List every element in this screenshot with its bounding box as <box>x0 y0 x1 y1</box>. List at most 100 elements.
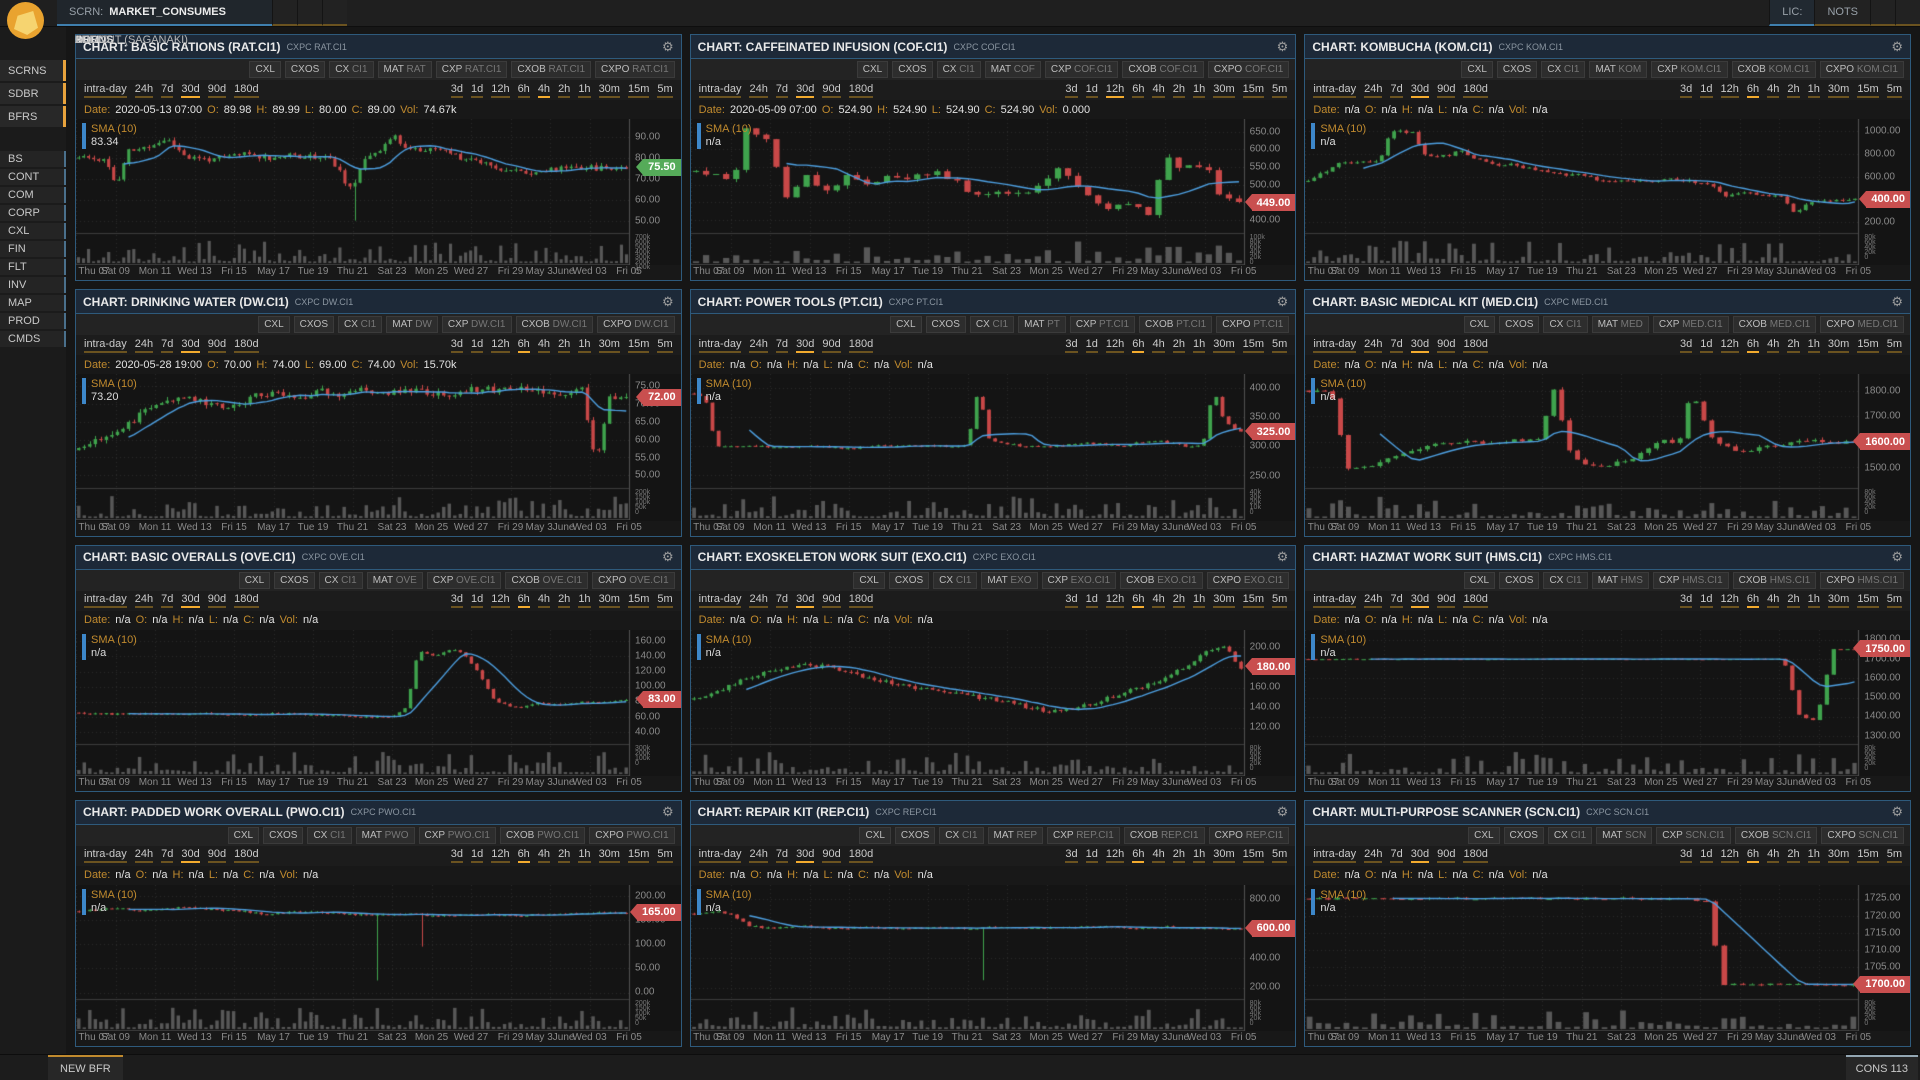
interval-5m[interactable]: 5m <box>657 848 673 864</box>
range-30d[interactable]: 30d <box>1410 83 1430 98</box>
gear-icon[interactable]: ⚙ <box>1276 804 1289 820</box>
cmd-button-cx-ci1[interactable]: CX CI1 <box>969 316 1015 334</box>
interval-6h[interactable]: 6h <box>1746 848 1760 864</box>
gear-icon[interactable]: ⚙ <box>662 549 674 564</box>
interval-4h[interactable]: 4h <box>1152 593 1165 608</box>
range-24h[interactable]: 24h <box>1364 593 1383 608</box>
interval-15m[interactable]: 15m <box>1857 338 1879 353</box>
range-30d[interactable]: 30d <box>796 593 815 608</box>
range-24h[interactable]: 24h <box>134 338 154 353</box>
interval-1d[interactable]: 1d <box>1085 593 1098 608</box>
cmd-button-cxob-hms-ci1[interactable]: CXOB HMS.CI1 <box>1732 571 1817 589</box>
cmd-button-cxl[interactable]: CXL <box>249 61 281 78</box>
cmd-button-cxp-cof-ci1[interactable]: CXP COF.CI1 <box>1044 61 1119 78</box>
cmd-button-cxp-med-ci1[interactable]: CXP MED.CI1 <box>1652 316 1729 334</box>
cmd-button-cx-ci1[interactable]: CX CI1 <box>1543 316 1588 334</box>
interval-15m[interactable]: 15m <box>1857 848 1879 864</box>
range-24h[interactable]: 24h <box>749 593 768 608</box>
chart-area[interactable]: SMA (10) n/a 800.00 600.00 400.00 200.00 80k… <box>690 884 1296 1031</box>
cmd-button-cx-ci1[interactable]: CX CI1 <box>936 61 981 78</box>
interval-15m[interactable]: 15m <box>627 848 650 864</box>
range-30d[interactable]: 30d <box>181 338 200 353</box>
range-24h[interactable]: 24h <box>134 848 154 864</box>
range-7d[interactable]: 7d <box>775 593 789 608</box>
range-24h[interactable]: 24h <box>1364 338 1383 353</box>
range-180d[interactable]: 180d <box>848 848 874 864</box>
range-intra-day[interactable]: intra-day <box>698 848 742 864</box>
gear-icon[interactable]: ⚙ <box>662 804 674 820</box>
interval-3d[interactable]: 3d <box>1680 83 1693 98</box>
interval-12h[interactable]: 12h <box>1105 593 1125 608</box>
interval-5m[interactable]: 5m <box>657 83 673 98</box>
cmd-button-cxos[interactable]: CXOS <box>1499 571 1540 589</box>
gear-icon[interactable]: ⚙ <box>1276 38 1289 54</box>
interval-1d[interactable]: 1d <box>470 338 484 353</box>
chart-area[interactable]: SMA (10) n/a 200.00 180.00 160.00 140.00 120… <box>690 629 1296 776</box>
interval-1d[interactable]: 1d <box>470 848 484 864</box>
cmd-button-mat-pwo[interactable]: MAT PWO <box>355 826 415 844</box>
interval-12h[interactable]: 12h <box>491 83 510 98</box>
interval-3d[interactable]: 3d <box>450 338 463 353</box>
interval-15m[interactable]: 15m <box>627 83 650 98</box>
cmd-button-cxp-hms-ci1[interactable]: CXP HMS.CI1 <box>1652 571 1729 589</box>
interval-5m[interactable]: 5m <box>657 593 673 608</box>
interval-2h[interactable]: 2h <box>1787 338 1800 353</box>
interval-1d[interactable]: 1d <box>470 593 484 608</box>
interval-3d[interactable]: 3d <box>1065 848 1078 864</box>
cmd-button-cxos[interactable]: CXOS <box>1503 826 1544 844</box>
interval-5m[interactable]: 5m <box>657 338 673 353</box>
cmd-button-mat-med[interactable]: MAT MED <box>1591 316 1649 334</box>
topbar-item-0[interactable]: NOTS 0 <box>75 0 1870 46</box>
range-30d[interactable]: 30d <box>1410 848 1430 864</box>
cmd-button-cxos[interactable]: CXOS <box>1499 316 1540 334</box>
interval-4h[interactable]: 4h <box>1152 83 1165 98</box>
interval-5m[interactable]: 5m <box>1272 848 1288 864</box>
new-bfr-tab[interactable]: NEW BFR <box>48 1055 123 1080</box>
interval-30m[interactable]: 30m <box>1827 338 1850 353</box>
interval-6h[interactable]: 6h <box>1746 83 1760 98</box>
cmd-button-cxos[interactable]: CXOS <box>888 571 930 589</box>
range-24h[interactable]: 24h <box>749 338 768 353</box>
interval-1h[interactable]: 1h <box>1192 83 1206 98</box>
sidebar-item-fin[interactable]: FIN <box>0 241 66 257</box>
cmd-button-cxpo-hms-ci1[interactable]: CXPO HMS.CI1 <box>1820 571 1904 589</box>
sidebar-item-bfrs[interactable]: BFRS <box>0 106 66 127</box>
cmd-button-cxp-pwo-ci1[interactable]: CXP PWO.CI1 <box>418 826 496 844</box>
range-7d[interactable]: 7d <box>161 593 174 608</box>
range-90d[interactable]: 90d <box>1437 848 1456 864</box>
cmd-button-cxos[interactable]: CXOS <box>274 571 315 589</box>
range-90d[interactable]: 90d <box>1437 593 1456 608</box>
interval-3d[interactable]: 3d <box>450 83 463 98</box>
cmd-button-cxp-rep-ci1[interactable]: CXP REP.CI1 <box>1047 826 1120 844</box>
range-90d[interactable]: 90d <box>1437 83 1456 98</box>
cmd-button-cxob-rep-ci1[interactable]: CXOB REP.CI1 <box>1123 826 1205 844</box>
interval-4h[interactable]: 4h <box>1767 848 1780 864</box>
range-intra-day[interactable]: intra-day <box>84 593 127 608</box>
interval-6h[interactable]: 6h <box>1132 338 1145 353</box>
interval-4h[interactable]: 4h <box>1767 338 1780 353</box>
cmd-button-cxob-rat-ci1[interactable]: CXOB RAT.CI1 <box>511 61 592 78</box>
interval-4h[interactable]: 4h <box>1767 593 1780 608</box>
interval-30m[interactable]: 30m <box>1213 338 1235 353</box>
range-90d[interactable]: 90d <box>1437 338 1456 353</box>
cmd-button-cxpo-rat-ci1[interactable]: CXPO RAT.CI1 <box>595 61 675 78</box>
cmd-button-cxl[interactable]: CXL <box>856 61 889 78</box>
interval-2h[interactable]: 2h <box>1172 593 1185 608</box>
interval-30m[interactable]: 30m <box>598 83 620 98</box>
sidebar-item-corp[interactable]: CORP <box>0 205 66 221</box>
interval-3d[interactable]: 3d <box>1065 338 1078 353</box>
range-7d[interactable]: 7d <box>1390 593 1403 608</box>
interval-5m[interactable]: 5m <box>1272 338 1288 353</box>
range-30d[interactable]: 30d <box>1410 593 1430 608</box>
cmd-button-cxp-rat-ci1[interactable]: CXP RAT.CI1 <box>435 61 508 78</box>
range-90d[interactable]: 90d <box>822 338 841 353</box>
gear-icon[interactable]: ⚙ <box>1276 549 1289 564</box>
sidebar-item-com[interactable]: COM <box>0 187 66 203</box>
range-180d[interactable]: 180d <box>1463 593 1488 608</box>
interval-1d[interactable]: 1d <box>1085 338 1098 353</box>
interval-6h[interactable]: 6h <box>1132 593 1145 608</box>
interval-3d[interactable]: 3d <box>1065 83 1078 98</box>
topbar-item-logout-saganaki-[interactable]: LOGOUT (SAGANAKI) <box>75 0 1920 46</box>
interval-2h[interactable]: 2h <box>558 83 571 98</box>
screen-tab[interactable]: SCRN: MARKET_CONSUMES <box>57 0 272 26</box>
